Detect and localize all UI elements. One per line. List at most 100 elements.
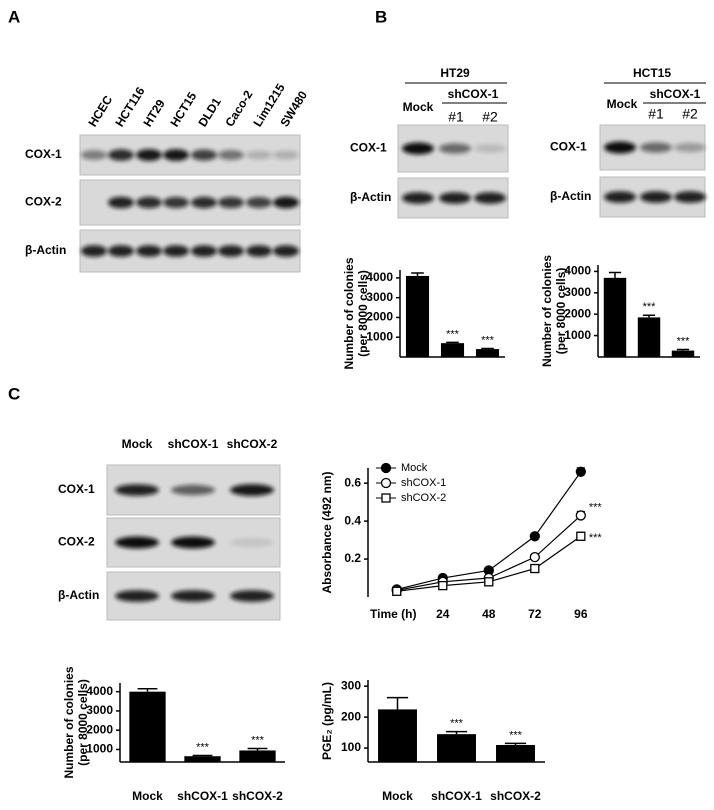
- annotation: ***: [643, 301, 657, 313]
- bar: [671, 350, 695, 357]
- band: [136, 196, 162, 209]
- bar: [129, 691, 166, 762]
- y-tick-label: 0.4: [344, 513, 361, 527]
- blot-title: HCT15: [633, 66, 671, 80]
- x-tick-label: shCOX-1: [177, 789, 228, 803]
- y-axis-label: PGE₂ (pg/mL): [320, 682, 334, 760]
- band: [171, 590, 215, 602]
- legend-label: shCOX-2: [401, 492, 446, 504]
- lane-label: DLD1: [195, 95, 224, 129]
- marker: [575, 466, 586, 477]
- marker: [576, 531, 586, 541]
- lane-label: shCOX-2: [227, 437, 278, 451]
- band: [273, 196, 299, 209]
- band: [273, 150, 299, 160]
- annotation: ***: [450, 718, 464, 730]
- band: [230, 538, 274, 547]
- panel-letter: C: [8, 384, 20, 403]
- band: [273, 245, 299, 257]
- x-tick-label: Mock: [132, 789, 163, 803]
- y-axis-label: (per 8000 cells): [76, 679, 90, 766]
- x-tick-label: shCOX-2: [232, 789, 283, 803]
- band: [81, 150, 107, 160]
- marker: [529, 552, 540, 563]
- y-tick-label: 4000: [564, 264, 591, 278]
- annotation: ***: [481, 334, 495, 346]
- band: [191, 196, 217, 209]
- bar: [184, 756, 221, 762]
- band: [136, 149, 162, 161]
- bar: [475, 349, 500, 357]
- band: [115, 590, 159, 602]
- group-label: shCOX-1: [650, 87, 701, 101]
- marker: [529, 531, 540, 542]
- band: [640, 191, 672, 203]
- lane-label: #2: [482, 109, 498, 125]
- band: [171, 536, 215, 549]
- error-bar: [192, 754, 213, 757]
- band: [402, 192, 434, 204]
- band: [191, 149, 217, 161]
- y-axis-label: Number of colonies: [342, 257, 356, 369]
- bar: [378, 709, 417, 762]
- annotation: ***: [509, 729, 523, 741]
- band: [218, 245, 244, 257]
- y-tick-label: 200: [341, 709, 361, 723]
- marker: [484, 577, 494, 587]
- lane-label: HCT15: [167, 89, 199, 129]
- y-tick-label: 300: [341, 678, 361, 692]
- x-tick-label: shCOX-1: [431, 789, 482, 803]
- band: [218, 196, 244, 209]
- row-label: COX-1: [25, 147, 62, 161]
- band: [81, 245, 107, 257]
- row-label: β-Actin: [25, 243, 66, 257]
- lane-label: HT29: [140, 97, 168, 130]
- band: [115, 536, 159, 549]
- error-bar: [676, 348, 690, 351]
- band: [439, 143, 471, 154]
- y-tick-label: 3000: [86, 703, 113, 717]
- error-bar: [642, 314, 656, 318]
- y-tick-label: 100: [341, 740, 361, 754]
- annotation: ***: [251, 734, 265, 746]
- y-tick-label: 2000: [86, 722, 113, 736]
- error-bar: [411, 272, 424, 276]
- band: [230, 484, 274, 496]
- legend-marker: [380, 477, 392, 489]
- annotation: ***: [196, 741, 210, 753]
- legend-label: Mock: [401, 462, 428, 474]
- row-label: β-Actin: [58, 588, 99, 602]
- bar: [496, 744, 535, 762]
- bar: [440, 343, 465, 357]
- error-bar: [481, 347, 494, 350]
- band: [136, 245, 162, 257]
- group-label: shCOX-1: [448, 87, 499, 101]
- error-bar: [446, 341, 459, 344]
- row-label: β-Actin: [550, 189, 591, 203]
- y-tick-label: 1000: [86, 742, 113, 756]
- x-tick-label: 72: [528, 607, 542, 621]
- error-bar: [504, 742, 527, 745]
- y-tick-label: 4000: [86, 684, 113, 698]
- x-axis-label: Time (h): [370, 607, 416, 621]
- error-bar: [386, 696, 409, 710]
- band: [474, 144, 506, 153]
- band: [163, 149, 189, 161]
- y-axis-label: (per 8000 cells): [554, 268, 568, 355]
- band: [474, 192, 506, 204]
- band: [674, 191, 706, 203]
- lane-label: #2: [682, 106, 698, 122]
- band: [115, 484, 159, 496]
- marker: [575, 510, 586, 521]
- annotation: ***: [589, 501, 603, 513]
- band: [246, 197, 272, 208]
- row-label: COX-2: [58, 535, 95, 549]
- y-tick-label: 3000: [564, 285, 591, 299]
- y-axis-label: Number of colonies: [540, 255, 554, 367]
- bar: [637, 317, 661, 357]
- row-label: β-Actin: [350, 190, 391, 204]
- band: [108, 245, 134, 257]
- blot-title: HT29: [440, 66, 470, 80]
